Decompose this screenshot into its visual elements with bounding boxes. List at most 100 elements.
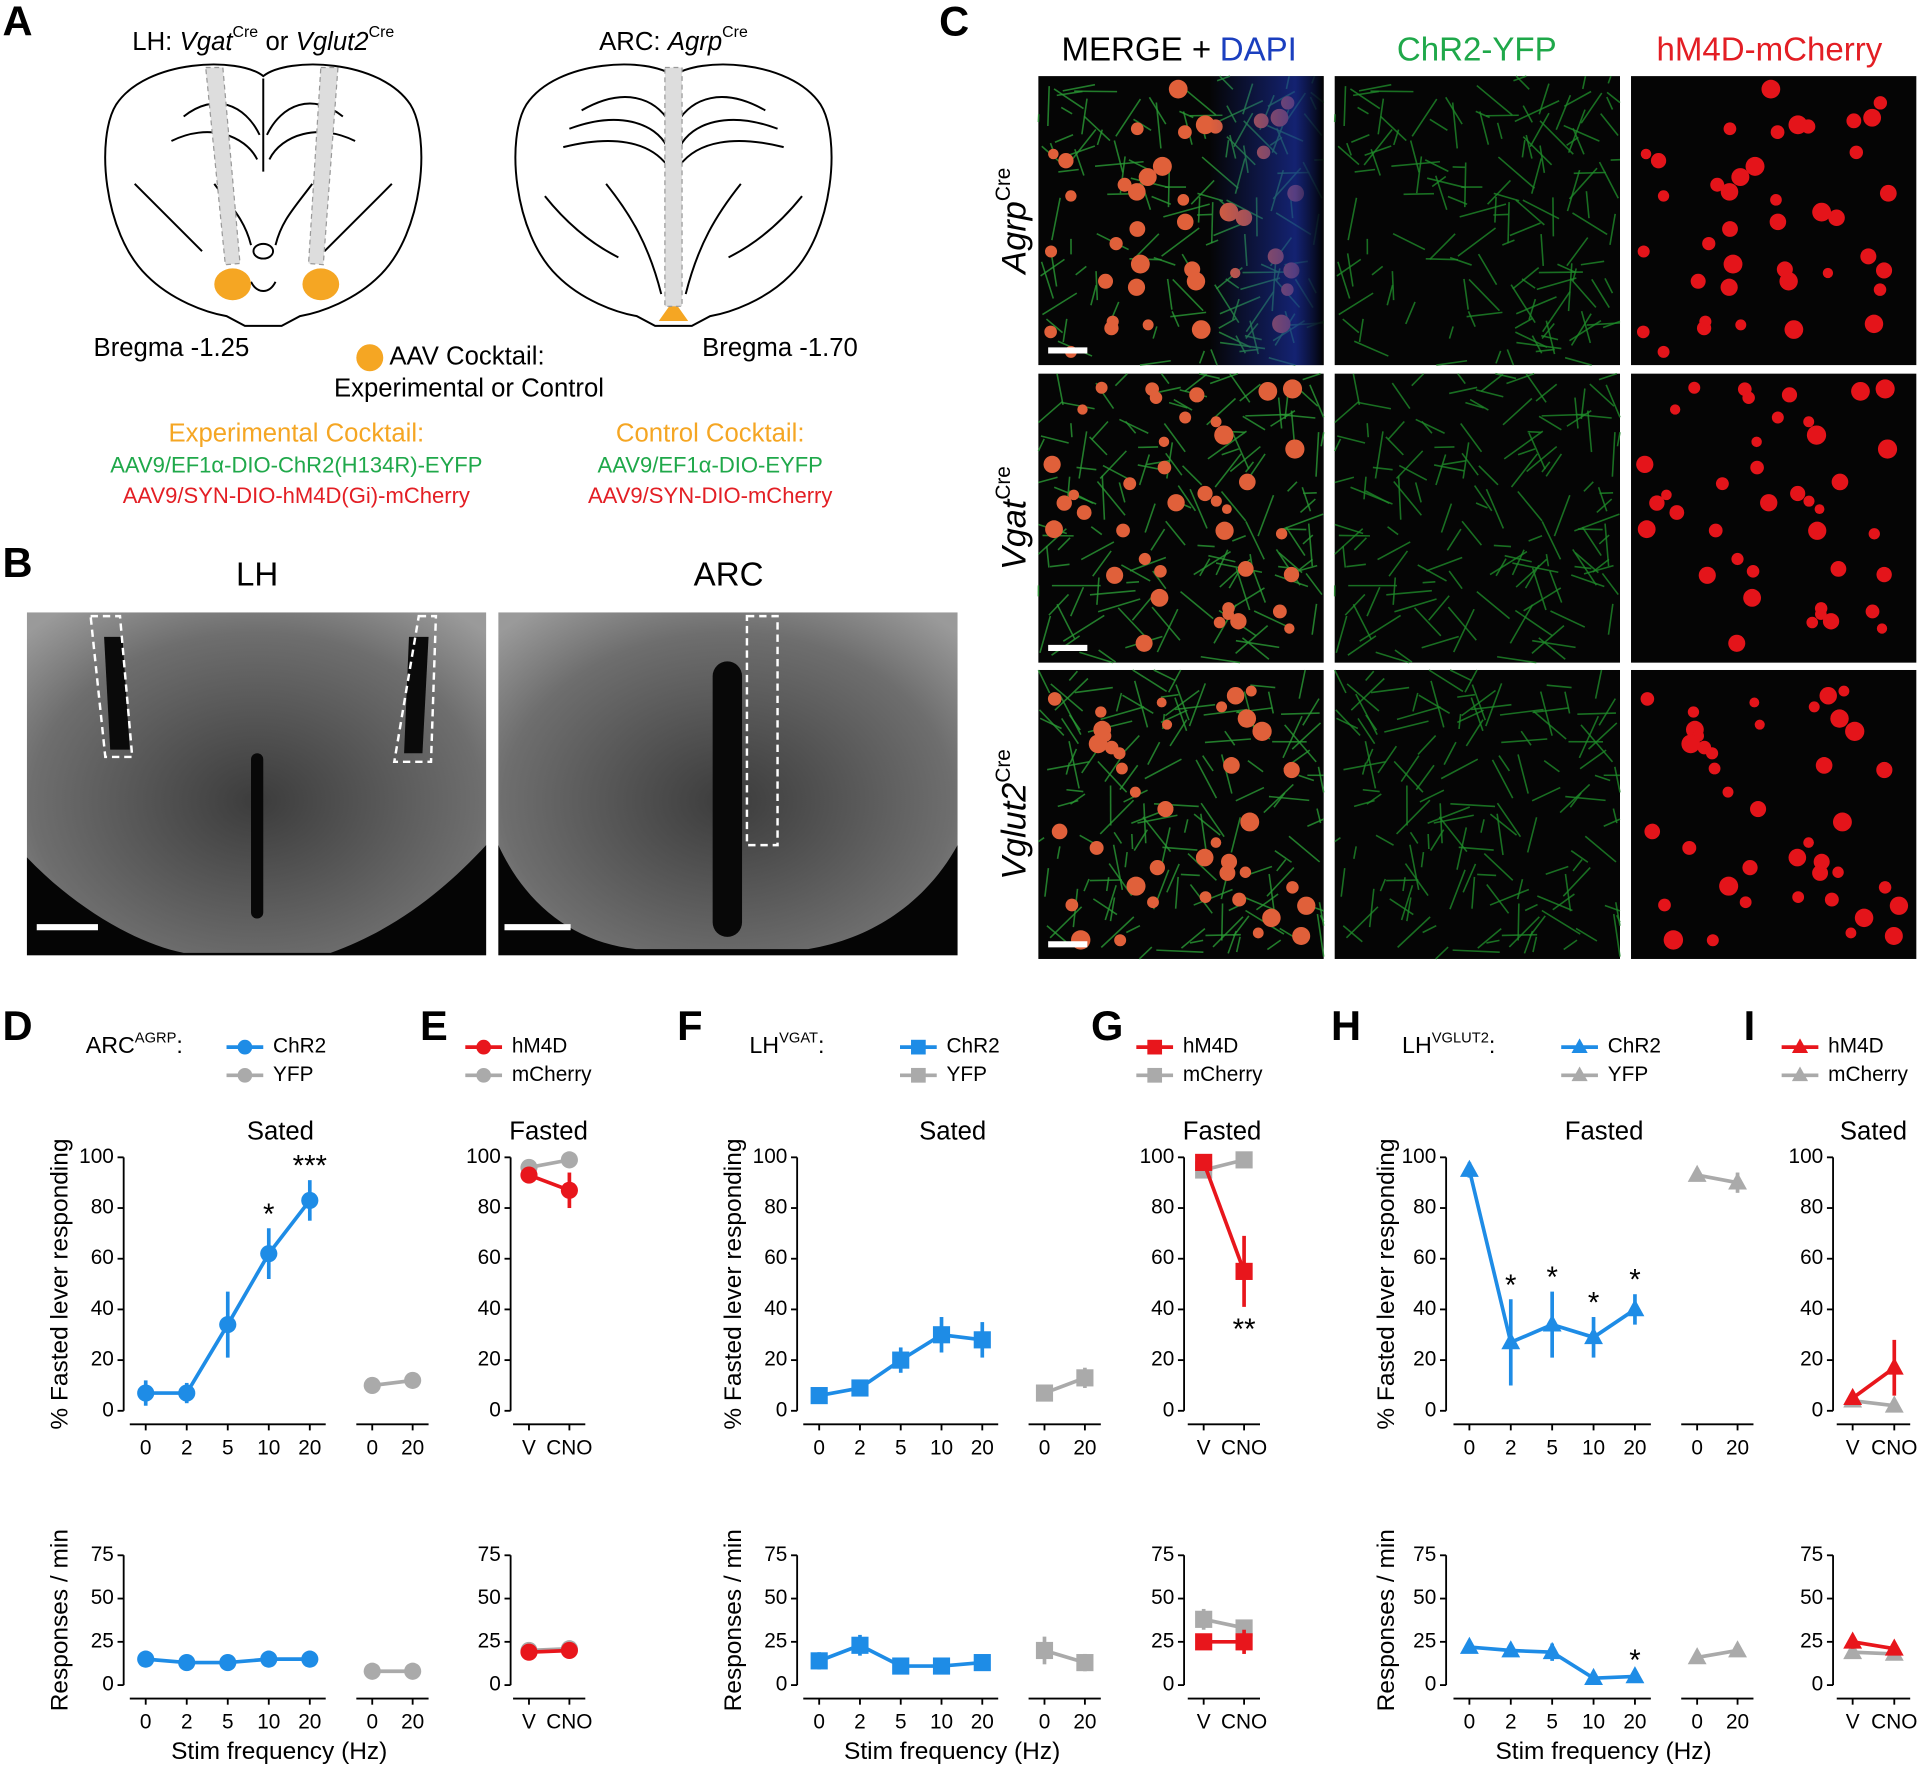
fiber-signal <box>1471 876 1476 909</box>
cell <box>1838 685 1850 697</box>
cell <box>1095 381 1108 394</box>
marker <box>137 1650 155 1668</box>
fiber-signal <box>1253 610 1289 628</box>
marker <box>1843 1387 1863 1405</box>
x-axis-label: Stim frequency (Hz) <box>171 1738 387 1765</box>
fiber-signal <box>1605 384 1621 418</box>
fiber-signal <box>1471 703 1512 711</box>
fiber-signal <box>1564 691 1571 714</box>
fiber-signal <box>1277 397 1283 429</box>
fiber-signal <box>1232 915 1250 937</box>
cell <box>1056 495 1072 511</box>
fiber-signal <box>1305 572 1323 596</box>
fiber-signal <box>1061 718 1079 745</box>
legend-title-suffix: : <box>1489 1032 1495 1058</box>
fiber-signal <box>1220 878 1227 900</box>
fiber-signal <box>1565 795 1606 802</box>
fiber-signal <box>1516 341 1562 350</box>
cocktail-title: Control Cocktail: <box>616 420 805 448</box>
marker <box>892 1657 910 1675</box>
fiber-signal <box>1342 925 1363 943</box>
fiber-signal <box>1394 649 1413 663</box>
cell <box>1115 762 1128 775</box>
fiber-signal <box>1371 265 1384 276</box>
fiber-signal <box>1195 759 1218 799</box>
cell <box>1814 504 1825 515</box>
significance: * <box>1588 1287 1599 1320</box>
fiber-signal <box>1355 693 1378 735</box>
cell <box>1284 623 1295 634</box>
x-tick-label: 0 <box>366 1711 378 1734</box>
fiber-signal <box>1200 655 1241 664</box>
fiber-signal <box>1240 895 1277 912</box>
fiber-signal <box>1429 233 1456 260</box>
fiber-signal <box>1456 827 1468 870</box>
fiber-signal <box>1563 124 1600 142</box>
marker <box>1501 1640 1521 1658</box>
title-part: or <box>266 28 289 56</box>
cell <box>1275 528 1288 540</box>
fiber-signal <box>1449 869 1466 910</box>
y-tick-label: 100 <box>466 1145 501 1168</box>
fiber-signal <box>1079 651 1114 664</box>
fiber-signal <box>1252 570 1267 603</box>
cell <box>1158 436 1170 448</box>
cell <box>1868 528 1880 540</box>
fiber-signal <box>1099 799 1135 835</box>
fiber-signal <box>1470 697 1484 732</box>
fiber-signal <box>1540 234 1545 266</box>
series-line <box>1852 1640 1895 1651</box>
cell <box>1262 908 1281 928</box>
cocktail-title: Experimental Cocktail: <box>168 420 424 448</box>
fiber-signal <box>1076 466 1097 471</box>
brain-left <box>104 63 423 327</box>
fiber-signal <box>1452 949 1500 953</box>
fiber-signal <box>1485 683 1503 727</box>
fiber-signal <box>1517 448 1536 456</box>
fiber-signal <box>1068 714 1081 731</box>
fiber-signal <box>1493 544 1512 548</box>
cell <box>1106 566 1124 584</box>
cell <box>1286 881 1299 894</box>
fiber-signal <box>1334 528 1364 555</box>
fiber-signal <box>1266 939 1282 951</box>
fiber-signal <box>1124 851 1128 868</box>
y-axis-label: % Fasted lever responding <box>47 1139 74 1430</box>
fiber-signal <box>1184 373 1208 392</box>
x-tick-label: 2 <box>181 1436 193 1459</box>
fiber-signal <box>1514 609 1553 637</box>
cell <box>1154 565 1167 578</box>
fiber-signal <box>1334 476 1355 484</box>
lh-title: LH: VgatCre or Vglut2Cre <box>132 24 394 55</box>
fiber-signal <box>1169 719 1188 747</box>
fiber-signal <box>1200 813 1208 856</box>
y-tick-label: 50 <box>1151 1586 1174 1609</box>
marker <box>404 1662 422 1680</box>
cell <box>1864 314 1884 334</box>
cell <box>1705 747 1719 760</box>
superscript: Cre <box>992 466 1015 500</box>
fiber-signal <box>1562 867 1591 897</box>
fiber-signal <box>1457 373 1466 385</box>
marker <box>851 1379 869 1397</box>
fiber-signal <box>1224 730 1236 746</box>
fiber-signal <box>1440 503 1453 533</box>
fiber-signal <box>1288 835 1321 863</box>
x-tick-label: 20 <box>298 1436 321 1459</box>
fiber-signal <box>1199 558 1211 577</box>
fiber-signal <box>1545 453 1563 477</box>
y-tick-label: 0 <box>1163 1398 1175 1421</box>
fiber-signal <box>1212 916 1244 948</box>
fiber-signal <box>1320 432 1325 447</box>
fiber-signal <box>1550 610 1586 628</box>
fiber-signal <box>1200 802 1225 838</box>
fiber-signal <box>1541 461 1551 473</box>
fiber-signal <box>1467 311 1476 327</box>
cell <box>1698 566 1716 584</box>
fiber-signal <box>1370 686 1410 694</box>
fiber-signal <box>1220 490 1247 522</box>
gene: Vgat <box>180 28 235 56</box>
subplot-title: Sated <box>919 1118 986 1146</box>
y-tick-label: 0 <box>489 1673 501 1696</box>
x-tick-label: 20 <box>971 1711 994 1734</box>
